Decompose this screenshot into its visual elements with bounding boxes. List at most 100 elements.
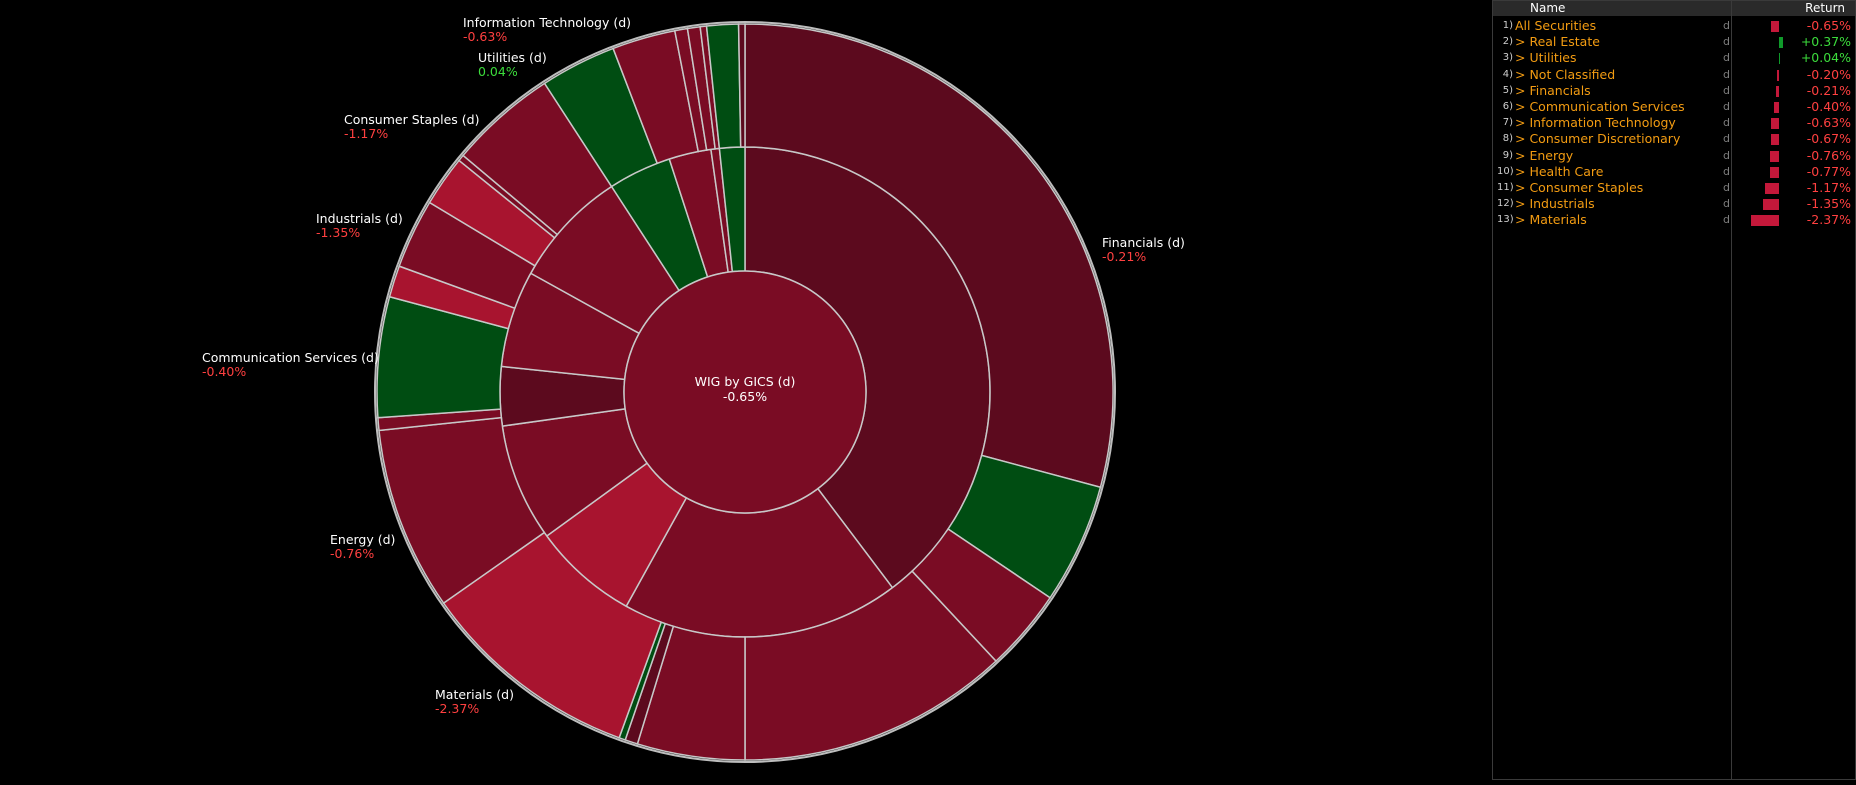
row-d-flag: d [1723,132,1730,146]
row-return: -0.20% [1806,66,1851,82]
callout-communication-services[interactable]: Communication Services (d) -0.40% [202,351,379,379]
panel-row[interactable]: 11) > Consumer Staples d -1.17% [1493,180,1855,196]
callout-name: Industrials (d) [316,211,403,226]
sunburst-chart-area: WIG by GICS (d) -0.65% Information Techn… [0,0,1490,785]
row-return: -0.21% [1806,82,1851,98]
center-label: WIG by GICS (d) -0.65% [680,374,810,404]
column-divider [1731,1,1732,779]
center-title: WIG by GICS (d) [694,374,796,389]
row-label[interactable]: > Materials [1515,212,1587,228]
callout-utilities[interactable]: Utilities (d) 0.04% [478,51,547,79]
panel-row[interactable]: 3) > Utilities d +0.04% [1493,50,1855,66]
callout-information-technology[interactable]: Information Technology (d) -0.63% [463,16,631,44]
row-d-flag: d [1723,67,1730,81]
row-return: -0.67% [1806,131,1851,147]
row-return: +0.37% [1800,34,1851,50]
center-disk[interactable] [623,270,867,514]
return-bar [1762,199,1779,211]
column-header-name[interactable]: Name [1530,1,1566,15]
callout-value: -1.17% [344,126,389,141]
row-d-flag: d [1723,213,1730,227]
row-label[interactable]: > Communication Services [1515,99,1685,114]
row-index: 10) [1497,165,1514,177]
callout-energy[interactable]: Energy (d) -0.76% [330,533,395,561]
row-index: 9) [1502,149,1513,161]
row-label[interactable]: > Financials [1515,82,1591,98]
panel-row[interactable]: 1) All Securities d -0.65% [1493,18,1855,34]
sunburst-chart[interactable] [0,0,1490,785]
row-index: 5) [1502,84,1513,96]
row-label[interactable]: > Health Care [1515,163,1604,179]
row-d-flag: d [1723,197,1730,211]
row-index: 13) [1497,214,1514,226]
row-label[interactable]: > Utilities [1515,50,1577,66]
callout-value: -2.37% [435,701,480,716]
panel-row[interactable]: 8) > Consumer Discretionary d -0.67% [1493,131,1855,147]
row-index: 3) [1502,52,1513,64]
callout-materials[interactable]: Materials (d) -2.37% [435,688,514,716]
return-bar [1769,166,1779,178]
row-index: 11) [1497,182,1514,193]
center-value: -0.65% [722,389,768,404]
return-bar [1771,118,1779,130]
row-label[interactable]: > Industrials [1515,196,1595,212]
callout-value: -0.63% [463,29,508,44]
panel-row[interactable]: 6) > Communication Services d -0.40% [1493,99,1855,115]
industry-banks[interactable] [744,23,1114,489]
outer-rim [374,21,1116,763]
return-bar [1776,85,1779,97]
row-return: -2.37% [1806,212,1851,228]
return-bar [1779,53,1780,65]
row-return: -1.17% [1806,180,1851,195]
row-d-flag: d [1723,181,1730,194]
row-label[interactable]: > Consumer Staples [1515,180,1644,195]
row-label[interactable]: > Consumer Discretionary [1515,131,1681,147]
return-bar [1750,215,1779,227]
panel-header: Name Return [1493,1,1855,16]
callout-name: Consumer Staples (d) [344,112,480,127]
return-bar [1770,134,1779,146]
panel-row[interactable]: 9) > Energy d -0.76% [1493,148,1855,164]
panel-row[interactable]: 13) > Materials d -2.37% [1493,212,1855,228]
panel-row[interactable]: 5) > Financials d -0.21% [1493,83,1855,99]
return-bar [1769,150,1779,162]
row-index: 6) [1502,101,1513,112]
row-label[interactable]: > Not Classified [1515,66,1616,82]
panel-row[interactable]: 4) > Not Classified d -0.20% [1493,67,1855,83]
panel-row[interactable]: 10) > Health Care d -0.77% [1493,164,1855,180]
row-return: -0.65% [1806,18,1851,33]
callout-name: Utilities (d) [478,50,547,65]
row-index: 12) [1497,198,1514,210]
row-d-flag: d [1723,164,1730,178]
panel-row[interactable]: 12) > Industrials d -1.35% [1493,196,1855,212]
callout-value: -0.21% [1102,249,1147,264]
callout-value: -0.76% [330,546,375,561]
row-label[interactable]: All Securities [1515,18,1597,33]
column-header-return[interactable]: Return [1805,1,1845,15]
row-d-flag: d [1723,35,1730,49]
callout-name: Materials (d) [435,687,514,702]
industry-other[interactable] [737,23,746,148]
panel-row[interactable]: 2) > Real Estate d +0.37% [1493,34,1855,50]
row-label[interactable]: > Information Technology [1515,115,1676,131]
row-index: 8) [1502,133,1513,145]
callout-consumer-staples[interactable]: Consumer Staples (d) -1.17% [344,113,479,141]
callout-value: -0.40% [202,364,247,379]
row-d-flag: d [1723,116,1730,130]
return-bar [1774,102,1779,113]
row-index: 2) [1502,36,1513,48]
row-index: 1) [1502,20,1513,31]
panel-row[interactable]: 7) > Information Technology d -0.63% [1493,115,1855,131]
row-label[interactable]: > Real Estate [1515,34,1600,50]
return-bar [1771,21,1779,32]
callout-financials[interactable]: Financials (d) -0.21% [1102,236,1185,264]
row-d-flag: d [1723,51,1730,65]
returns-panel: Name Return 1) All Securities d -0.65% 2) > R… [1492,0,1856,780]
return-bar [1776,69,1779,81]
row-index: 4) [1502,68,1513,80]
return-bar [1779,37,1784,49]
row-label[interactable]: > Energy [1515,147,1574,163]
callout-industrials[interactable]: Industrials (d) -1.35% [316,212,403,240]
callout-name: Communication Services (d) [202,350,379,365]
callout-name: Financials (d) [1102,235,1185,250]
